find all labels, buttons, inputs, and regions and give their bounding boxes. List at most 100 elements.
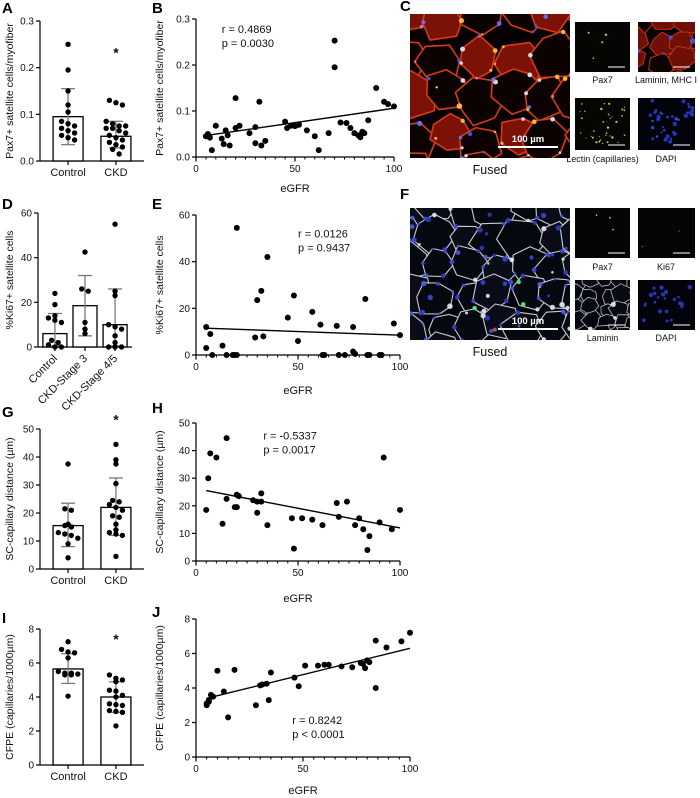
svg-text:2: 2 [28, 727, 34, 738]
svg-text:40: 40 [179, 446, 191, 457]
dapi-thumb-caption-c: DAPI [655, 154, 677, 164]
svg-text:0: 0 [28, 761, 34, 772]
svg-text:6: 6 [28, 659, 34, 670]
svg-text:0: 0 [193, 362, 199, 373]
panel-c: C 100 µm Fused Pax7 Laminin, MHC I Lecti… [400, 0, 700, 186]
svg-text:0: 0 [184, 351, 190, 362]
ki67-vs-egfr-scatter-chart: 0 20 40 60 %Ki67+ satellite cells 0 50 100 eGFR r… [154, 211, 409, 398]
svg-text:20: 20 [23, 509, 35, 520]
ki67-thumbnail-f [638, 208, 695, 258]
fused-micrograph-f: 100 µm [410, 208, 570, 340]
svg-text:r = 0.8242: r = 0.8242 [292, 715, 342, 727]
svg-text:40: 40 [23, 453, 35, 464]
svg-text:100 µm: 100 µm [512, 134, 544, 145]
svg-text:30: 30 [23, 481, 35, 492]
fused-caption-c: Fused [472, 163, 508, 177]
svg-text:SC-capillary distance (µm): SC-capillary distance (µm) [4, 437, 16, 560]
panel-e: E 0 20 40 60 %Ki67+ satellite cells 0 50 100 eGF… [152, 196, 414, 400]
svg-text:0: 0 [184, 753, 190, 764]
svg-text:CFPE (capillaries/1000µm): CFPE (capillaries/1000µm) [4, 634, 16, 760]
svg-text:50: 50 [292, 362, 304, 373]
svg-text:50: 50 [297, 764, 309, 775]
svg-text:SC-capillary distance (µm): SC-capillary distance (µm) [154, 430, 166, 553]
svg-text:0: 0 [26, 343, 32, 354]
panel-g: G 0 10 20 30 40 50 SC-capillary distance (µm) C… [2, 404, 150, 608]
svg-text:eGFR: eGFR [283, 385, 312, 397]
dapi-thumbnail-f [638, 280, 695, 330]
svg-text:0: 0 [193, 764, 199, 775]
svg-text:Control: Control [50, 167, 85, 179]
svg-text:6: 6 [184, 649, 190, 660]
svg-text:50: 50 [289, 164, 301, 175]
svg-text:Pax7+ satellite cells/myofiber: Pax7+ satellite cells/myofiber [154, 20, 166, 156]
svg-text:CKD: CKD [104, 575, 127, 587]
svg-text:40: 40 [179, 257, 191, 268]
sc-capillary-vs-egfr-scatter-chart: 0 10 20 30 40 50 SC-capillary distance (µm) 0 50… [154, 419, 409, 606]
panel-h-label: H [152, 400, 163, 417]
svg-text:CFPE (capillaries/1000µm): CFPE (capillaries/1000µm) [154, 625, 166, 751]
svg-text:50: 50 [23, 425, 35, 436]
pax7-thumbnail-c [575, 22, 630, 72]
panel-f-label: F [400, 186, 410, 203]
svg-text:*: * [113, 412, 119, 428]
fused-caption-f: Fused [472, 345, 508, 359]
svg-text:CKD: CKD [104, 167, 127, 179]
svg-text:40: 40 [21, 253, 33, 264]
svg-text:eGFR: eGFR [280, 183, 309, 195]
svg-text:Pax7+ satellite cells/myofiber: Pax7+ satellite cells/myofiber [4, 23, 16, 159]
svg-text:0: 0 [28, 565, 34, 576]
pax7-vs-egfr-scatter-chart: 0.0 0.1 0.2 0.3 Pax7+ satellite cells/myofib… [154, 15, 403, 196]
panel-b: B 0.0 0.1 0.2 0.3 Pax7+ satellite cells/myof… [152, 0, 404, 198]
svg-text:8: 8 [28, 625, 34, 636]
panel-d-label: D [2, 196, 13, 213]
dapi-thumbnail-c [638, 98, 695, 150]
svg-text:20: 20 [21, 298, 33, 309]
svg-text:100: 100 [386, 164, 403, 175]
svg-text:100: 100 [392, 568, 409, 579]
pax7-thumbnail-f [575, 208, 630, 258]
svg-text:*: * [113, 631, 119, 647]
svg-text:10: 10 [179, 529, 191, 540]
cfpe-vs-egfr-scatter-chart: 0 2 4 6 8 CFPE (capillaries/1000µm) 0 50 100 eGFR… [154, 615, 419, 798]
svg-text:0.0: 0.0 [176, 153, 190, 164]
svg-text:50: 50 [292, 568, 304, 579]
svg-text:50: 50 [179, 419, 191, 430]
svg-text:0.1: 0.1 [176, 107, 190, 118]
panel-g-label: G [2, 404, 14, 421]
panel-i: I 0 2 4 6 8 CFPE (capillaries/1000µm) Control C… [2, 610, 150, 798]
svg-text:20: 20 [179, 304, 191, 315]
svg-text:p < 0.0001: p < 0.0001 [292, 729, 344, 741]
svg-text:30: 30 [179, 474, 191, 485]
svg-text:Control: Control [50, 771, 85, 783]
svg-text:0.3: 0.3 [20, 17, 34, 28]
svg-text:0: 0 [193, 568, 199, 579]
svg-text:Control: Control [50, 575, 85, 587]
panel-j: J 0 2 4 6 8 CFPE (capillaries/1000µm) 0 50 100 eG… [152, 604, 424, 798]
dapi-thumb-caption-f: DAPI [655, 333, 677, 343]
panel-f: F 100 µm Fused Pax7 Ki67 Laminin DAPI [400, 186, 700, 393]
fused-micrograph-c: 100 µm [410, 14, 570, 158]
svg-text:0.2: 0.2 [176, 61, 190, 72]
svg-text:p = 0.0017: p = 0.0017 [263, 445, 315, 457]
svg-text:0: 0 [184, 557, 190, 568]
laminin-mhc1-thumb-caption-c: Laminin, MHC I [634, 75, 697, 85]
svg-text:20: 20 [179, 501, 191, 512]
svg-text:p = 0.9437: p = 0.9437 [298, 242, 350, 254]
svg-text:60: 60 [179, 211, 191, 222]
panel-j-label: J [152, 604, 161, 621]
ki67-thumb-caption-f: Ki67 [656, 262, 675, 272]
svg-text:eGFR: eGFR [283, 593, 312, 605]
lectin-thumbnail-c [575, 98, 630, 150]
svg-text:r = 0.4869: r = 0.4869 [222, 24, 272, 36]
cfpe-bar-chart: 0 2 4 6 8 CFPE (capillaries/1000µm) Control CKD… [4, 625, 144, 783]
pax7-per-myofiber-bar-chart: 0.0 0.1 0.2 0.3 Pax7+ satellite cells/myofib… [4, 17, 144, 179]
svg-text:0.1: 0.1 [20, 110, 34, 121]
svg-text:100 µm: 100 µm [512, 316, 544, 327]
svg-text:0.0: 0.0 [20, 157, 34, 168]
svg-text:4: 4 [184, 684, 190, 695]
laminin-mhc1-thumbnail-c [638, 22, 695, 72]
svg-text:%Ki67+ satellite cells: %Ki67+ satellite cells [154, 236, 166, 335]
svg-text:0.3: 0.3 [176, 15, 190, 26]
